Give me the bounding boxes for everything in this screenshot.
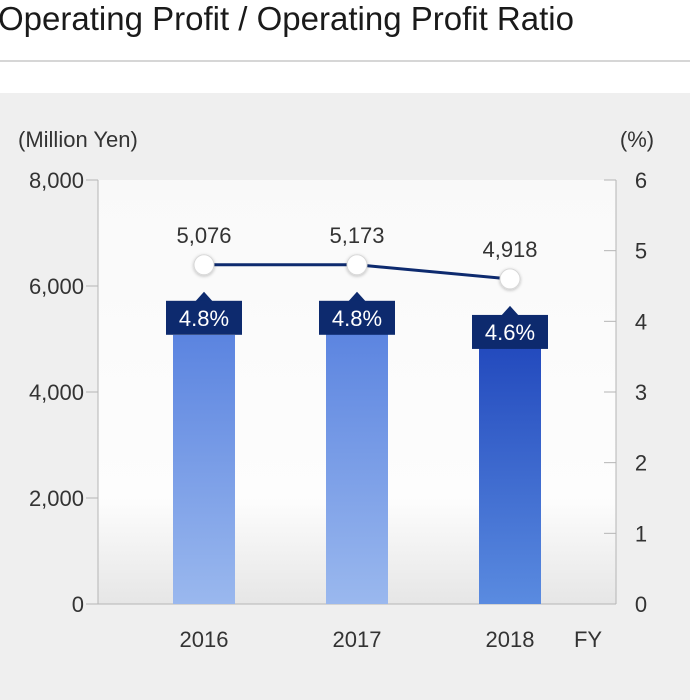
left-axis-tick-label: 6,000 — [29, 274, 84, 299]
x-axis-label: FY — [574, 627, 602, 652]
operating-profit-chart: 0 2,000 4,000 6,000 8,000 0 1 2 3 4 5 6 (Million Yen… — [18, 127, 654, 652]
bars — [173, 329, 541, 604]
ratio-line — [193, 254, 521, 290]
page-title: Operating Profit / Operating Profit Rati… — [0, 0, 574, 37]
operating-profit-bar — [326, 329, 388, 604]
profit-value-label: 5,076 — [176, 223, 231, 248]
right-axis-tick-label: 4 — [635, 309, 647, 334]
ratio-value-label: 4.8% — [179, 306, 229, 331]
x-axis-tick-label: 2017 — [333, 627, 382, 652]
profit-value-label: 5,173 — [329, 223, 384, 248]
x-axis-tick-label: 2018 — [486, 627, 535, 652]
right-axis-tick-label: 5 — [635, 239, 647, 264]
right-axis-tick-label: 6 — [635, 168, 647, 193]
operating-profit-bar — [173, 334, 235, 604]
left-axis-tick-label: 0 — [72, 592, 84, 617]
left-axis-unit-label: (Million Yen) — [18, 127, 138, 152]
ratio-label-box — [319, 300, 395, 335]
chart-panel: 0 2,000 4,000 6,000 8,000 0 1 2 3 4 5 6 (Million Yen… — [0, 93, 690, 700]
right-axis-tick-label: 2 — [635, 451, 647, 476]
right-axis-unit-label: (%) — [620, 127, 654, 152]
x-axis-tick-label: 2016 — [180, 627, 229, 652]
ratio-label-pointer — [348, 291, 366, 302]
ratio-value-label: 4.8% — [332, 306, 382, 331]
ratio-label-pointer — [195, 291, 213, 302]
ratio-point-marker — [346, 254, 368, 276]
ratio-point-marker — [193, 254, 215, 276]
right-axis-tick-label: 3 — [635, 380, 647, 405]
left-axis-tick-label: 4,000 — [29, 380, 84, 405]
left-axis-tick-label: 8,000 — [29, 168, 84, 193]
profit-value-label: 4,918 — [482, 237, 537, 262]
left-axis-tick-label: 2,000 — [29, 486, 84, 511]
title-divider — [0, 60, 690, 62]
right-axis-tick-label: 0 — [635, 592, 647, 617]
right-axis-tick-label: 1 — [635, 521, 647, 546]
ratio-value-label: 4.6% — [485, 320, 535, 345]
operating-profit-bar — [479, 343, 541, 604]
ratio-label-box — [166, 300, 242, 335]
ratio-point-marker — [499, 268, 521, 290]
data-labels: 5,076 4.8% 5,173 4.8% 4,918 4.6% — [166, 223, 548, 349]
ratio-label-box — [472, 314, 548, 349]
ratio-label-pointer — [501, 305, 519, 316]
